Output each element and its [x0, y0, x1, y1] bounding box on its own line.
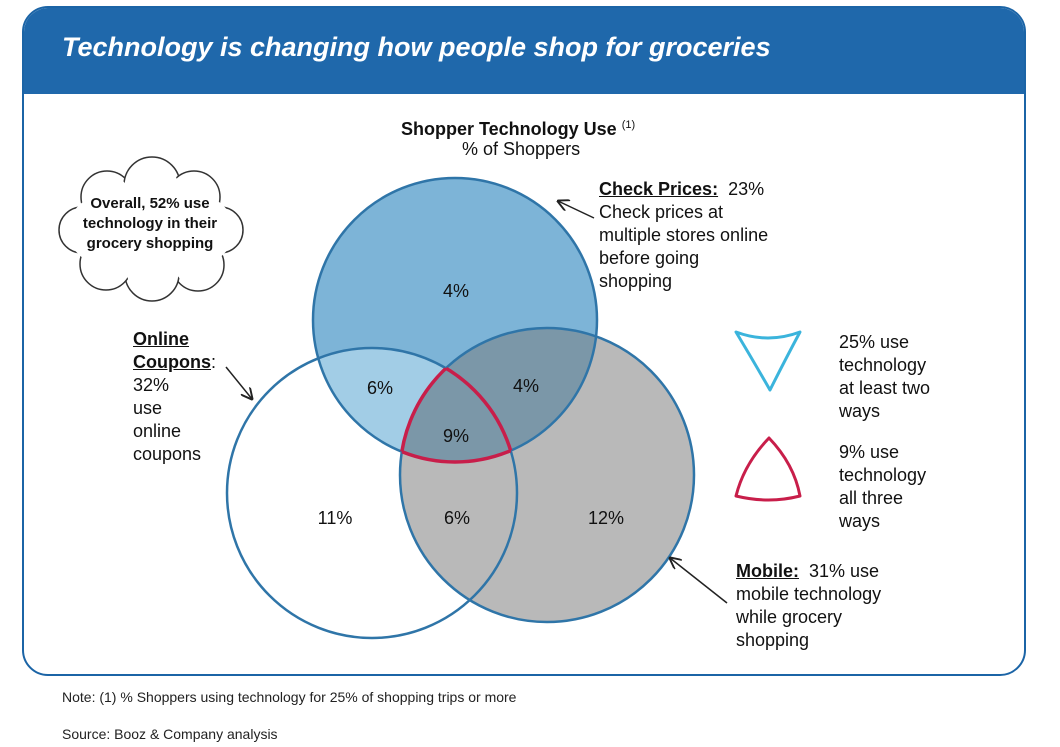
footnote: Note: (1) % Shoppers using technology fo…	[62, 689, 517, 705]
legend-three-ways-text: 9% use technology all three ways	[839, 442, 927, 531]
page-title: Technology is changing how people shop f…	[62, 32, 771, 62]
mobile-value: 31% use	[809, 561, 880, 581]
region-mobile-only: 12%	[588, 508, 624, 528]
check-prices-arrow	[558, 201, 595, 219]
region-prices-only: 4%	[443, 281, 469, 301]
venn-diagram: 4% 6% 4% 9% 11% 6% 12%	[58, 156, 802, 640]
region-all-three: 9%	[443, 426, 469, 446]
title-banner: Technology is changing how people shop f…	[24, 8, 1024, 94]
check-prices-value: 23%	[728, 179, 765, 199]
legend-two-ways-text: 25% use technology at least two ways	[839, 332, 931, 421]
three-ways-icon	[734, 436, 802, 502]
region-coupons-mobile: 6%	[444, 508, 470, 528]
chart-subtitle: % of Shoppers	[462, 139, 581, 159]
check-prices-label: Check Prices: 23% Check prices at multip…	[599, 179, 769, 291]
mobile-arrow	[670, 558, 728, 604]
region-coupons-prices: 6%	[367, 378, 393, 398]
center-outline-prices-arc	[400, 348, 517, 464]
two-ways-icon	[734, 330, 802, 392]
cloud-callout-text: Overall, 52% use technology in their gro…	[82, 195, 218, 252]
mobile-circle-outline	[398, 326, 696, 624]
mobile-name: Mobile:	[736, 561, 799, 581]
chart-title: Shopper Technology Use (1)	[401, 119, 636, 139]
region-coupons-only: 11%	[318, 508, 353, 528]
coupons-arrow	[225, 366, 252, 399]
mobile-label: Mobile: 31% use mobile technology while …	[736, 561, 882, 650]
infographic-panel: Technology is changing how people shop f…	[22, 6, 1026, 676]
coupons-circle-outline	[225, 346, 519, 640]
region-prices-mobile: 4%	[513, 376, 539, 396]
cloud-callout-shape	[58, 156, 244, 302]
check-prices-name: Check Prices:	[599, 179, 719, 199]
prices-mobile-overlap	[400, 328, 597, 462]
online-coupons-label: Online Coupons: 32% use online coupons	[133, 329, 217, 464]
source-line: Source: Booz & Company analysis	[62, 726, 278, 742]
